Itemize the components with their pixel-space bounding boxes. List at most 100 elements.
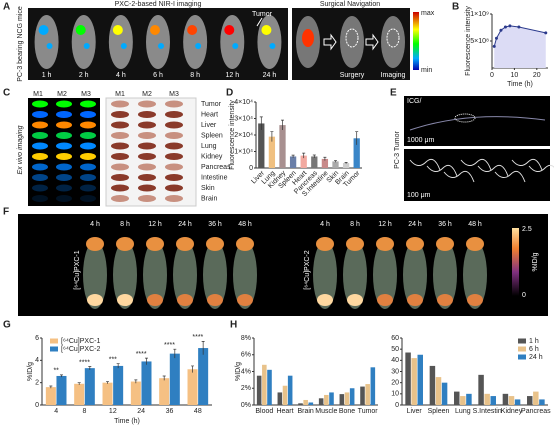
signal [177, 294, 193, 306]
tissue [511, 158, 543, 171]
label: Spleen [201, 132, 223, 139]
organ [165, 184, 183, 192]
label: 10 [511, 72, 519, 79]
bar [360, 386, 365, 405]
mouse [381, 16, 405, 68]
signal [147, 294, 163, 306]
organ [165, 174, 183, 181]
label: 0 [249, 165, 253, 172]
legend-swatch [50, 346, 58, 352]
label: 0 [35, 402, 39, 409]
organ [32, 142, 48, 150]
label: 3×10⁴ [234, 115, 253, 122]
organ [138, 184, 156, 192]
mouse [83, 241, 107, 309]
label: Muscle [315, 408, 337, 415]
label: 4% [241, 368, 251, 375]
error-bar [355, 131, 359, 145]
signal [150, 25, 160, 35]
bar [454, 391, 460, 405]
signal [237, 294, 253, 306]
label: 0% [241, 402, 251, 409]
organ [56, 163, 72, 171]
panel-label: D [226, 88, 233, 99]
signal [83, 43, 90, 49]
mouse [183, 15, 208, 69]
organ [111, 111, 129, 118]
organ [138, 111, 156, 118]
label: 4 h [320, 221, 330, 228]
organ [111, 163, 129, 171]
signal [112, 25, 123, 35]
label: 48 h [468, 221, 482, 228]
label: 6 h [153, 72, 163, 79]
organ [56, 100, 72, 108]
organ [165, 142, 183, 150]
label: Pancreas [201, 164, 231, 171]
organ [32, 100, 48, 108]
point [494, 36, 498, 40]
mouse [34, 15, 59, 69]
label: 12 h [225, 72, 239, 79]
bar [533, 391, 539, 405]
mouse [143, 241, 167, 309]
bar [441, 382, 448, 405]
label: 6 [35, 335, 39, 342]
signal [236, 237, 254, 251]
mouse [113, 241, 137, 309]
colorbar [413, 12, 419, 70]
signal [146, 237, 164, 251]
signal [38, 25, 49, 35]
mouse [220, 15, 245, 69]
arrow [365, 33, 379, 51]
organ [165, 100, 183, 108]
label: 24 h [178, 221, 192, 228]
bar [287, 375, 293, 405]
organ [32, 121, 48, 129]
error-bar [323, 156, 327, 161]
label: Pancreas [521, 408, 551, 415]
label: 20 [533, 72, 541, 79]
label: Fluorescence intensity [465, 6, 472, 76]
label: 48 [194, 408, 202, 415]
signal [176, 237, 194, 251]
organ [165, 111, 183, 118]
label: Surgery [340, 72, 365, 79]
error-bar [88, 366, 92, 370]
label: Time (h) [114, 418, 140, 425]
organ [138, 174, 156, 181]
signal [86, 237, 104, 251]
bar [417, 354, 423, 405]
side-label: PC-3 Tumor [394, 130, 401, 168]
label: 4 h [90, 221, 100, 228]
label: [⁶⁴Cu]PXC-2 [61, 346, 100, 353]
label: 0 [490, 72, 494, 79]
organ [80, 132, 96, 139]
mouse [373, 241, 397, 309]
signal [224, 25, 235, 35]
bar [435, 377, 442, 405]
mouse [71, 15, 96, 69]
bar [300, 155, 307, 168]
label: %ID/g [27, 362, 34, 381]
organ [111, 121, 129, 129]
mouse [173, 241, 197, 309]
label: 60 [391, 335, 399, 342]
organ [80, 153, 96, 160]
tissue [426, 164, 458, 177]
mouse [203, 241, 227, 309]
bar [56, 375, 67, 405]
organ [56, 121, 72, 129]
label: 100 μm [407, 192, 431, 199]
mouse [257, 15, 282, 69]
signal [120, 43, 127, 49]
label: 36 h [438, 221, 452, 228]
point [508, 24, 512, 28]
bar [370, 367, 376, 405]
label: 4×10⁴ [234, 99, 253, 106]
label: Kidney [501, 408, 523, 415]
point [517, 25, 521, 29]
organ [32, 184, 48, 192]
organ [138, 195, 156, 202]
side-label: PC-3 bearing NCG mice [17, 6, 24, 82]
